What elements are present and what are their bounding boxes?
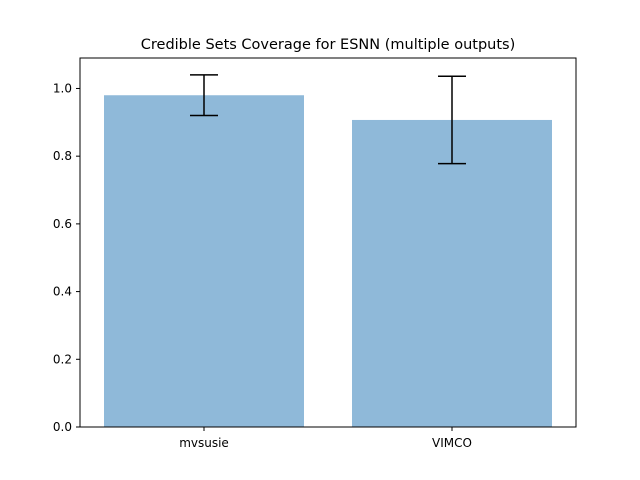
plot-area: 0.0 0.2 0.4 0.6 0.8 1.0 mvsusie VIMCO [53, 57, 577, 450]
y-tick-label: 0.0 [53, 420, 72, 434]
y-tick-label: 0.6 [53, 217, 72, 231]
chart-title: Credible Sets Coverage for ESNN (multipl… [141, 37, 515, 53]
y-tick-label: 1.0 [53, 81, 72, 95]
y-tick-label: 0.2 [53, 352, 72, 366]
bar-mvsusie [104, 95, 304, 428]
x-tick-label: mvsusie [179, 436, 229, 450]
bar-vimco [352, 119, 552, 427]
axes-frame [79, 57, 577, 428]
y-tick-label: 0.8 [53, 149, 72, 163]
x-tick-label: VIMCO [432, 436, 472, 450]
y-tick-label: 0.4 [53, 285, 72, 299]
